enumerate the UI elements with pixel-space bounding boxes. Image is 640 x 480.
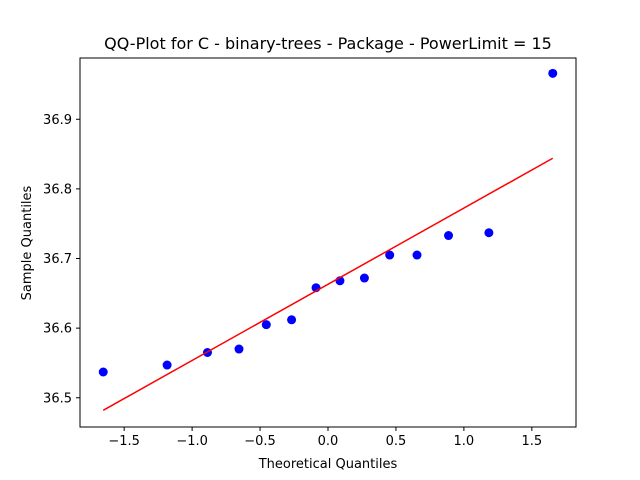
x-axis-label: Theoretical Quantiles xyxy=(258,457,398,472)
data-point xyxy=(444,231,454,241)
x-tick-label: 0.5 xyxy=(386,434,407,449)
data-point xyxy=(484,228,494,238)
data-point xyxy=(162,360,172,370)
y-tick-label: 36.9 xyxy=(43,113,72,128)
y-tick-label: 36.7 xyxy=(43,252,72,267)
data-point xyxy=(548,68,558,78)
x-axis-ticks: −1.5 −1.0 −0.5 0.0 0.5 1.0 1.5 xyxy=(108,427,542,449)
data-point xyxy=(287,315,297,325)
data-point xyxy=(234,344,244,354)
x-tick-label: 0.0 xyxy=(318,434,339,449)
chart-title: QQ-Plot for C - binary-trees - Package -… xyxy=(104,34,552,53)
y-tick-label: 36.8 xyxy=(43,182,72,197)
x-tick-label: 1.0 xyxy=(454,434,475,449)
y-tick-label: 36.5 xyxy=(43,391,72,406)
y-axis-label: Sample Quantiles xyxy=(20,185,35,300)
data-point xyxy=(385,250,395,260)
plot-frame xyxy=(79,57,577,428)
y-tick-label: 36.6 xyxy=(43,322,72,337)
data-point xyxy=(261,320,271,330)
x-tick-label: 1.5 xyxy=(521,434,542,449)
x-tick-label: −1.5 xyxy=(108,434,140,449)
y-axis-ticks: 36.5 36.6 36.7 36.8 36.9 xyxy=(43,113,80,406)
data-point xyxy=(359,273,369,283)
data-point xyxy=(98,367,108,377)
fit-line xyxy=(102,157,554,411)
data-point xyxy=(412,250,422,260)
plot-marks xyxy=(98,68,558,411)
x-tick-label: −0.5 xyxy=(244,434,276,449)
x-tick-label: −1.0 xyxy=(176,434,208,449)
